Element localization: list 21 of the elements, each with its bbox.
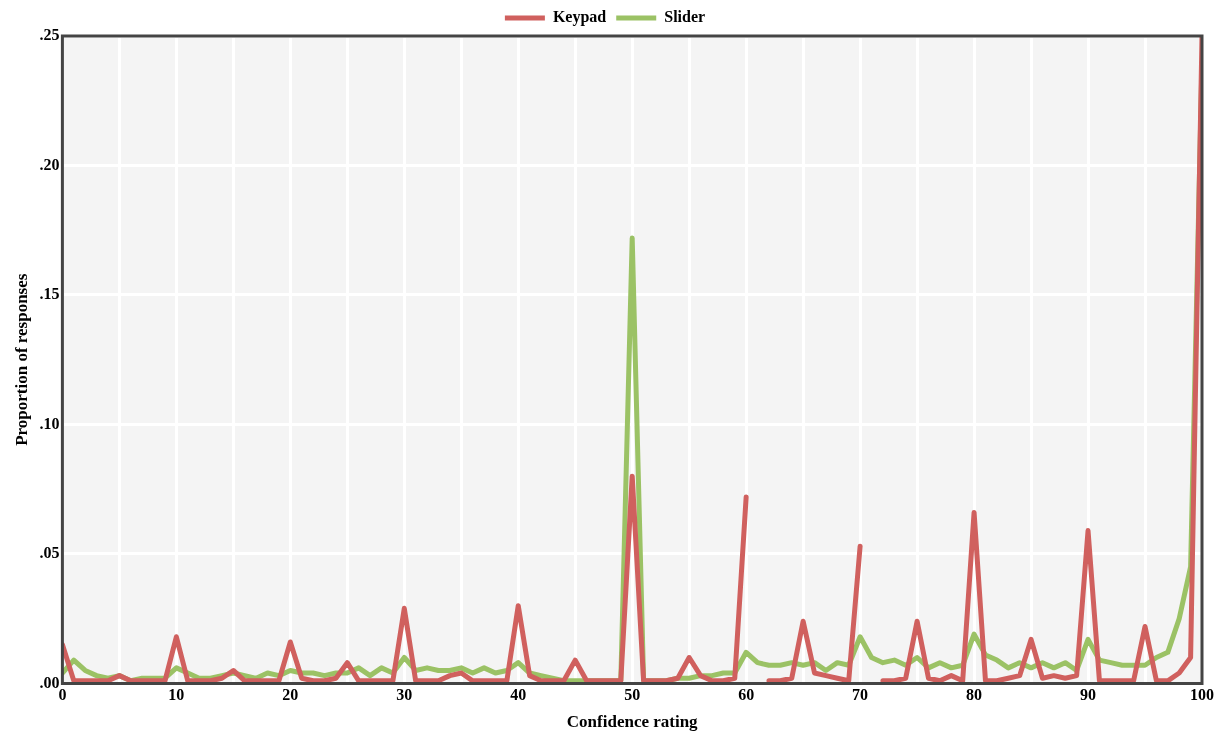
- y-tick-label: .15: [39, 285, 60, 303]
- x-tick-label: 90: [1080, 686, 1097, 704]
- y-tick-label: .00: [39, 673, 60, 691]
- y-axis-title: Proportion of responses: [11, 273, 31, 446]
- x-tick-label: 30: [396, 686, 413, 704]
- x-tick-label: 0: [58, 686, 67, 704]
- x-tick-label: 50: [624, 686, 641, 704]
- y-tick-label: .25: [39, 26, 60, 44]
- y-tick-label: .10: [39, 414, 60, 432]
- x-tick-label: 10: [168, 686, 185, 704]
- x-tick-label: 70: [852, 686, 869, 704]
- x-tick-label: 100: [1190, 686, 1214, 704]
- y-tick-label: .20: [39, 155, 60, 173]
- y-tick-label: .05: [39, 544, 60, 562]
- legend-label: Slider: [664, 8, 706, 26]
- x-tick-label: 60: [738, 686, 755, 704]
- x-tick-label: 40: [510, 686, 527, 704]
- x-tick-label: 20: [282, 686, 299, 704]
- x-axis-title: Confidence rating: [566, 712, 699, 732]
- legend-label: Keypad: [552, 8, 607, 27]
- x-tick-label: 80: [966, 686, 983, 704]
